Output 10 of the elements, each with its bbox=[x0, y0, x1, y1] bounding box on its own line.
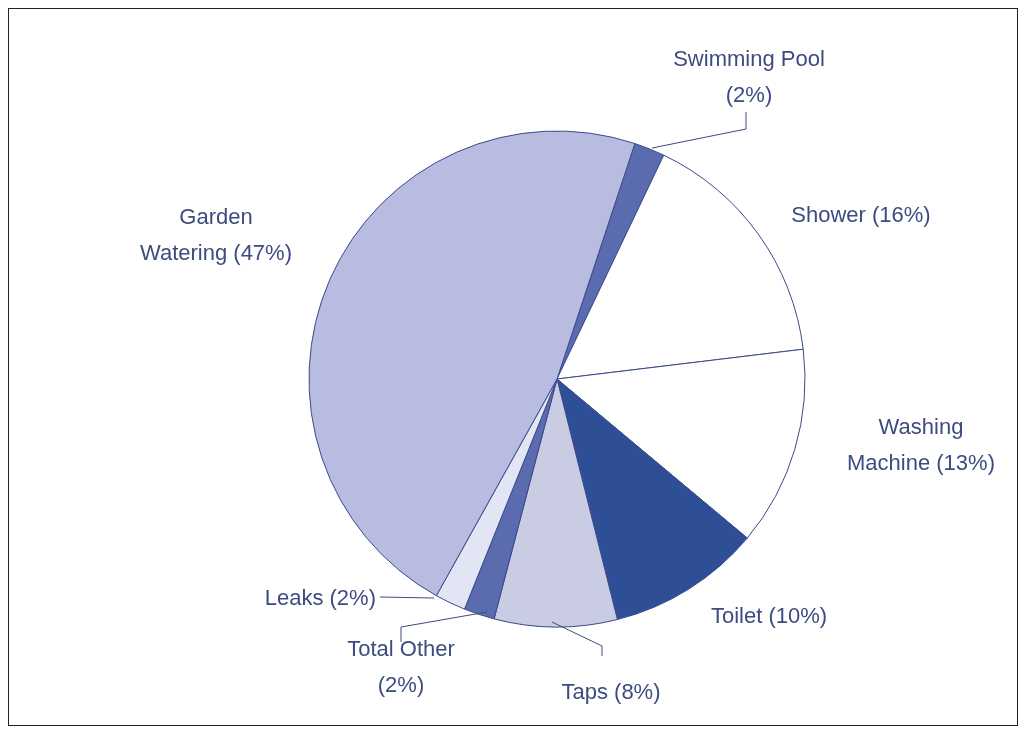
slice-label: Taps (8%) bbox=[561, 678, 661, 704]
slice-label: Swimming Pool bbox=[673, 45, 825, 71]
slice-label: Shower (16%) bbox=[791, 201, 931, 227]
slice-label: Leaks (2%) bbox=[264, 584, 376, 610]
slice-label: Washing Machine (13%) bbox=[847, 413, 995, 475]
slice-label: Total Other bbox=[347, 635, 455, 661]
data-label: (2%) bbox=[725, 81, 773, 107]
slice-label: Garden Watering (47%) bbox=[139, 203, 293, 265]
slice-label: Toilet (10%) bbox=[710, 602, 828, 628]
data-label: (2%) bbox=[377, 671, 425, 697]
